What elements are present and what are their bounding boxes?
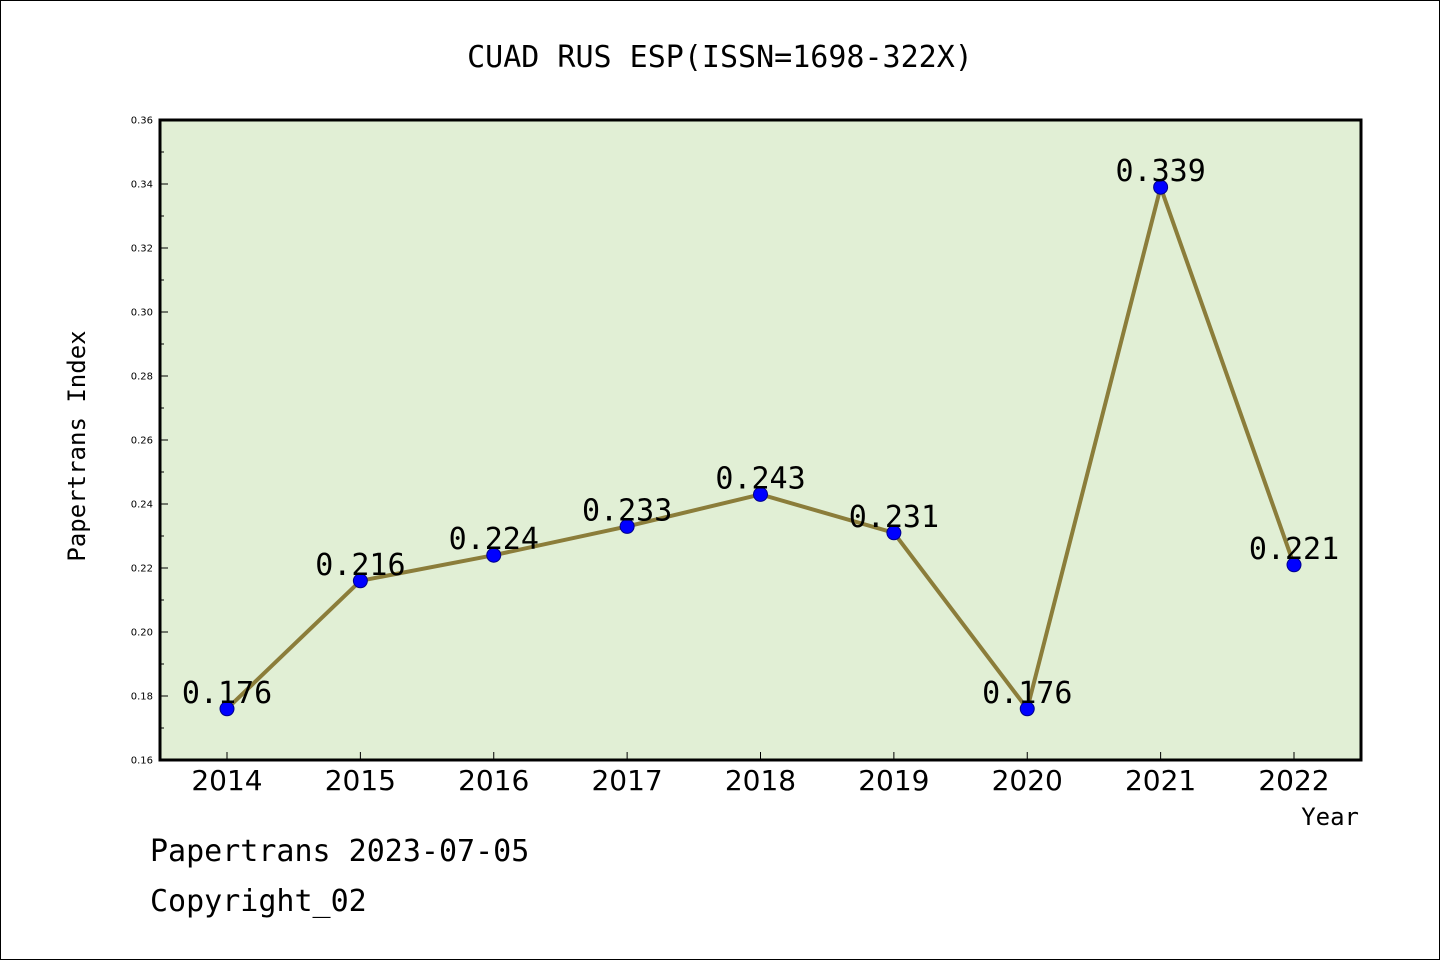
- footer-copyright-text: Copyright_02: [150, 884, 367, 919]
- y-axis-label: Papertrans Index: [63, 330, 91, 561]
- data-label: 0.221: [1249, 532, 1339, 567]
- data-label: 0.233: [582, 493, 672, 528]
- data-point: [619, 518, 635, 534]
- y-tick-label: 0.22: [131, 564, 153, 575]
- data-point: [1153, 179, 1169, 195]
- data-label: 0.176: [182, 676, 272, 711]
- chart-title: CUAD RUS ESP(ISSN=1698-322X): [467, 40, 973, 75]
- x-tick-label: 2018: [725, 764, 796, 797]
- plot-background: [160, 120, 1361, 760]
- plot-area: 0.16 0.18 0.20 0.22 0.24 0.26 0.28 0.30 0.32 0.34…: [131, 116, 1363, 797]
- y-tick-label: 0.24: [131, 500, 153, 511]
- x-tick-label: 2020: [992, 764, 1063, 797]
- data-label: 0.231: [849, 500, 939, 535]
- y-tick-label: 0.16: [131, 756, 153, 767]
- y-tick-label: 0.36: [131, 116, 153, 127]
- data-label: 0.224: [449, 522, 539, 557]
- data-label: 0.216: [315, 548, 405, 583]
- y-tick-label: 0.28: [131, 372, 153, 383]
- x-tick-label: 2015: [325, 764, 396, 797]
- data-point: [1019, 701, 1035, 717]
- y-tick-label: 0.26: [131, 436, 153, 447]
- data-point: [352, 573, 368, 589]
- data-point: [486, 547, 502, 563]
- x-tick-label: 2017: [591, 764, 662, 797]
- data-label: 0.243: [715, 461, 805, 496]
- footer-date-text: Papertrans 2023-07-05: [150, 834, 530, 869]
- x-axis-label: Year: [1301, 803, 1359, 831]
- x-tick-label: 2016: [458, 764, 529, 797]
- x-tick-label: 2021: [1125, 764, 1196, 797]
- data-point: [1286, 557, 1302, 573]
- y-tick-label: 0.18: [131, 692, 153, 703]
- data-label: 0.339: [1115, 154, 1205, 189]
- data-point: [886, 525, 902, 541]
- x-tick-label: 2022: [1258, 764, 1329, 797]
- data-point: [753, 486, 768, 502]
- x-tick-label: 2014: [191, 764, 262, 797]
- x-tick-label: 2019: [858, 764, 929, 797]
- plot-border: [158, 118, 1363, 762]
- data-point: [219, 701, 235, 717]
- y-tick-label: 0.34: [131, 180, 153, 191]
- y-tick-label: 0.32: [131, 244, 153, 255]
- data-label: 0.176: [982, 676, 1072, 711]
- y-tick-label: 0.20: [131, 628, 153, 639]
- y-tick-label: 0.30: [131, 308, 153, 319]
